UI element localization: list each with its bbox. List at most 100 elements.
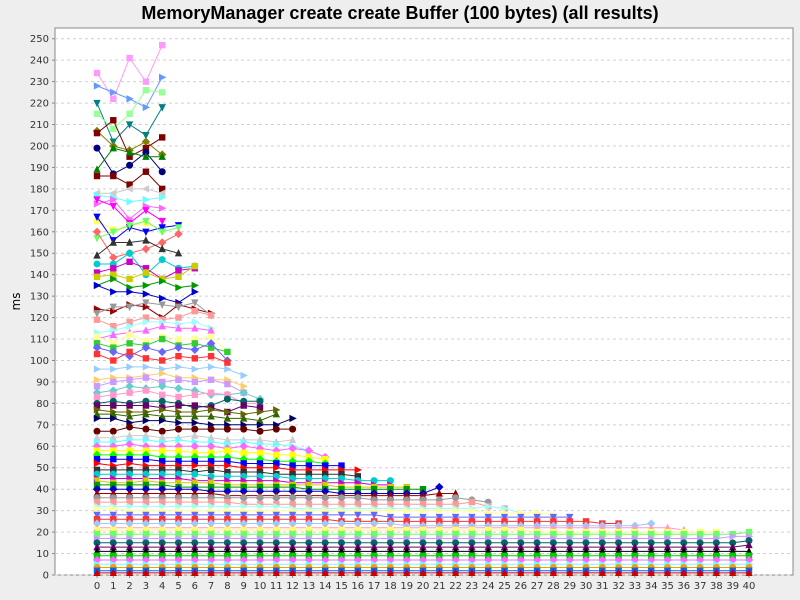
data-point (125, 542, 134, 551)
data-point (322, 552, 329, 559)
data-point (191, 355, 198, 362)
data-point (386, 555, 395, 565)
y-tick-label: 190 (30, 163, 49, 174)
data-point (533, 552, 541, 559)
data-point (93, 459, 102, 468)
data-point (142, 269, 150, 276)
data-point (272, 555, 281, 565)
data-point (93, 511, 101, 520)
data-point (354, 552, 361, 559)
data-point (142, 168, 150, 175)
data-point (174, 519, 183, 528)
data-point (615, 531, 622, 538)
x-tick-label: 36 (677, 581, 690, 592)
data-point (175, 283, 183, 292)
data-point (126, 363, 134, 371)
data-point (93, 110, 101, 118)
data-point (680, 531, 687, 538)
data-point (485, 502, 493, 511)
y-tick-label: 220 (30, 99, 49, 110)
data-point (370, 511, 378, 520)
data-point (484, 539, 492, 547)
data-point (288, 519, 297, 528)
data-point (110, 265, 117, 272)
data-point (485, 552, 492, 559)
data-point (110, 288, 118, 296)
data-point (272, 526, 280, 535)
data-point (126, 516, 133, 523)
data-point (631, 552, 639, 559)
x-tick-label: 20 (417, 581, 430, 592)
data-point (369, 519, 379, 528)
data-point (272, 409, 280, 418)
data-point (191, 458, 198, 465)
data-point (93, 526, 101, 535)
data-point (337, 519, 346, 528)
data-point (109, 539, 117, 547)
data-point (386, 526, 395, 535)
data-point (223, 542, 232, 551)
y-axis-label: ms (9, 293, 23, 311)
data-point (223, 511, 232, 520)
data-point (158, 519, 167, 528)
data-point (696, 568, 704, 577)
data-point (549, 568, 558, 577)
data-point (533, 539, 541, 547)
data-point (158, 104, 166, 112)
data-point (599, 531, 606, 538)
data-point (92, 555, 102, 565)
data-point (126, 153, 133, 160)
data-point (321, 542, 329, 551)
y-tick-label: 60 (36, 442, 49, 453)
data-point (191, 378, 198, 386)
data-point (110, 414, 118, 423)
data-point (403, 518, 410, 525)
data-point (517, 526, 525, 535)
data-point (109, 238, 117, 246)
data-point (93, 406, 102, 414)
data-point (174, 526, 183, 535)
data-point (322, 516, 329, 523)
data-point (565, 555, 574, 565)
data-point (729, 539, 737, 547)
data-point (159, 185, 166, 193)
data-point (224, 516, 231, 523)
data-point (207, 483, 215, 491)
data-point (159, 404, 166, 411)
data-point (517, 531, 524, 538)
data-point (125, 238, 134, 246)
data-point (240, 382, 248, 390)
data-point (240, 511, 248, 520)
x-tick-label: 22 (449, 581, 462, 592)
data-point (696, 542, 704, 551)
data-point (614, 568, 623, 577)
data-point (272, 539, 280, 547)
data-point (159, 552, 166, 559)
data-point (93, 165, 101, 173)
data-point (175, 531, 182, 538)
data-point (240, 552, 247, 559)
data-point (207, 363, 216, 371)
data-point (126, 481, 133, 489)
data-point (159, 378, 166, 386)
data-point (631, 568, 639, 577)
data-point (615, 552, 622, 559)
data-point (142, 355, 150, 362)
data-point (468, 526, 476, 535)
data-point (321, 539, 329, 547)
data-point (419, 518, 427, 525)
data-point (370, 539, 378, 547)
data-point (387, 552, 394, 559)
data-point (468, 552, 476, 559)
data-point (240, 539, 248, 547)
data-point (631, 531, 639, 538)
data-point (175, 425, 182, 433)
data-point (239, 555, 248, 565)
data-point (224, 447, 231, 454)
y-tick-label: 90 (36, 377, 49, 388)
data-point (159, 277, 167, 285)
data-point (142, 568, 150, 577)
data-point (712, 555, 721, 565)
data-point (679, 555, 688, 565)
data-point (452, 518, 459, 525)
